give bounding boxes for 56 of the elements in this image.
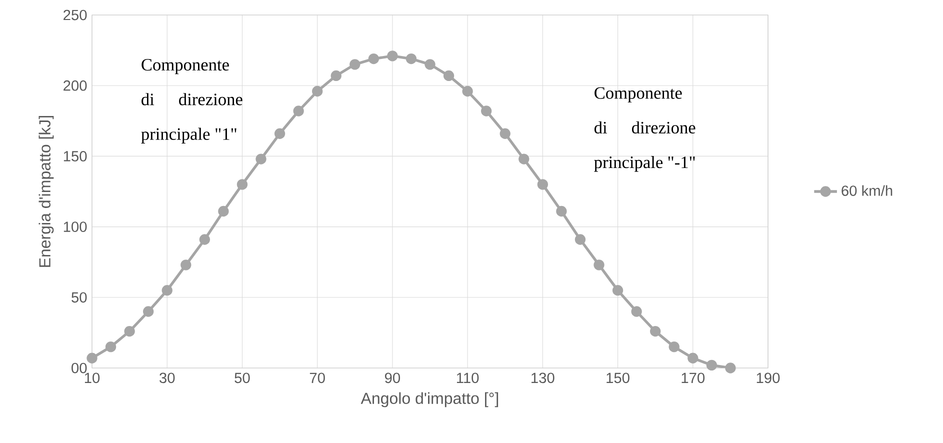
x-tick-label: 10 (84, 372, 100, 384)
y-tick-label: 200 (64, 80, 87, 91)
text: Componente di direzione principale "1" (141, 58, 242, 144)
point (406, 53, 417, 64)
point (312, 86, 323, 97)
x-tick-label: 30 (160, 372, 175, 384)
point (612, 285, 624, 296)
x-tick-label: 90 (384, 372, 400, 384)
x-tick-label: 70 (310, 372, 325, 384)
point (462, 86, 473, 97)
point (218, 206, 229, 217)
point (688, 352, 698, 364)
legend-label: 60 km/h (842, 185, 892, 196)
y-axis-title: Energia d'impatto [kJ] (38, 116, 54, 267)
x-tick-label: 170 (682, 372, 705, 384)
point (162, 285, 172, 296)
point (86, 352, 98, 364)
text: Componente di direzione principale "-1" (594, 87, 696, 172)
point (631, 306, 642, 317)
x-axis-title: Angolo d'impatto [°] (360, 392, 498, 408)
x-tick-label: 110 (456, 372, 479, 384)
point (518, 154, 530, 164)
point (236, 179, 248, 190)
point (537, 179, 548, 190)
point (274, 128, 286, 139)
point (330, 70, 342, 82)
point (143, 306, 154, 317)
x-tick-label: 50 (234, 372, 250, 384)
point (180, 260, 192, 270)
point (574, 234, 586, 245)
point (668, 341, 680, 352)
point (650, 326, 661, 337)
y-tick-label: 100 (64, 222, 87, 232)
point (350, 59, 360, 70)
point (481, 106, 492, 116)
point (124, 326, 135, 337)
y-tick-label: 00 (72, 362, 87, 374)
x-tick-label: 150 (606, 372, 630, 384)
point (500, 128, 510, 139)
point (594, 260, 604, 270)
point (293, 106, 304, 116)
point (556, 206, 567, 217)
point (706, 360, 718, 371)
x-tick-label: 190 (756, 372, 780, 384)
point (199, 234, 210, 245)
x-tick-label: 130 (532, 372, 554, 384)
y-tick-label: 50 (72, 292, 87, 303)
point (256, 154, 266, 164)
point (105, 341, 116, 352)
y-tick-label: 250 (64, 10, 87, 20)
point (443, 70, 454, 82)
point (725, 362, 736, 374)
point (424, 59, 436, 70)
point (387, 50, 398, 62)
point (368, 53, 380, 64)
y-tick-label: 150 (64, 151, 87, 162)
